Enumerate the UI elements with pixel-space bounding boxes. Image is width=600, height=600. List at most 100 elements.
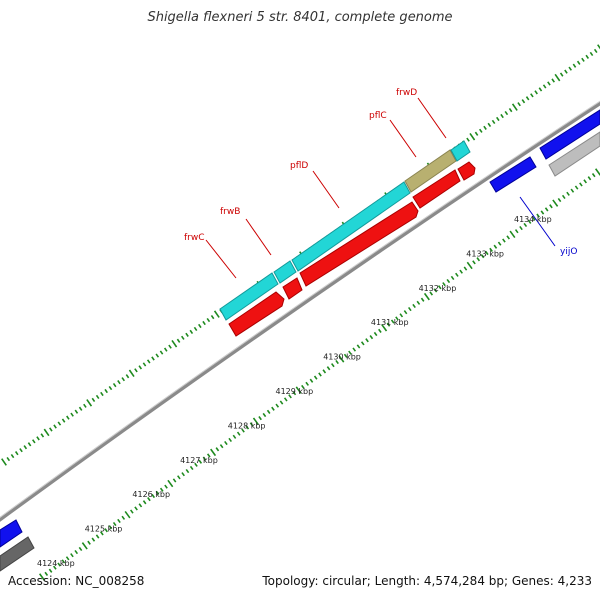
inner-tick [185,468,190,474]
outer-tick [487,122,492,127]
outer-tick [66,415,70,420]
inner-tick [519,225,523,231]
genome-summary-text: Topology: circular; Length: 4,574,284 bp… [262,574,592,588]
inner-tick [523,222,528,228]
inner-tick [301,384,305,390]
inner-tick [219,444,224,449]
inner-tick [241,428,245,433]
inner-tick [249,422,254,427]
inner-tick [194,462,198,467]
inner-tick [74,549,79,555]
blue-feature-yijO[interactable] [489,156,537,193]
map-title: Shigella flexneri 5 str. 8401, complete … [147,10,453,25]
blue-feature-right-top[interactable] [539,109,600,160]
red-feature-5[interactable] [457,161,476,181]
scale-label: 4126 kbp [132,490,170,499]
inner-tick [540,210,545,215]
scale-label: 4134 kbp [514,215,552,224]
darkgrey-feature-left[interactable] [0,536,35,572]
outer-tick [572,63,577,68]
inner-tick [78,546,83,552]
inner-tick [70,553,74,558]
inner-tick [167,479,174,488]
outer-tick [576,60,581,65]
gene-pflC-bar[interactable] [404,149,457,193]
inner-tick [348,350,352,355]
inner-tick [65,556,70,561]
inner-tick [202,456,207,461]
outer-tick [168,344,172,349]
inner-tick [283,397,288,402]
outer-tick [128,369,135,378]
outer-tick [163,347,168,352]
outer-tick [525,96,530,101]
inner-tick [356,344,361,349]
outer-tick [1,458,7,466]
gene-pflD-bar[interactable] [291,181,411,272]
gene-label-pflC: pflC [369,111,417,158]
gene-label-frwD: frwD [396,88,447,139]
red-feature-1[interactable] [228,291,285,337]
inner-tick [583,179,587,184]
outer-tick [134,368,138,373]
svg-text:pflC: pflC [369,111,387,121]
red-feature-4[interactable] [412,169,461,209]
inner-tick [151,493,156,499]
outer-tick [125,374,130,379]
red-feature-2[interactable] [282,277,303,300]
inner-tick [412,303,416,309]
inner-tick [544,207,549,212]
grey-feature-right[interactable] [548,131,600,177]
inner-tick [437,285,442,290]
inner-tick [142,500,147,505]
inner-tick [258,416,262,421]
outer-tick [121,377,125,382]
inner-tick [476,257,481,262]
outer-tick [104,388,108,394]
red-feature-3[interactable] [299,201,419,287]
outer-tick [206,317,211,323]
inner-tick [91,537,96,542]
inner-tick [489,247,493,252]
inner-tick [159,487,164,492]
outer-tick [568,66,572,71]
outer-tick [155,353,160,358]
scale-label: 4133 kbp [466,249,504,258]
inner-tick [420,297,425,302]
inner-tick [450,275,455,281]
outer-tick [14,451,19,456]
gene-frwD-bar[interactable] [450,140,471,162]
inner-tick [44,571,49,576]
inner-tick [561,194,566,200]
inner-tick [497,241,502,246]
inner-tick [506,235,511,240]
outer-tick [551,78,555,83]
outer-tick [469,132,476,141]
inner-tick [369,335,374,340]
inner-tick [288,394,292,399]
gene-frwB-bar[interactable] [273,260,297,284]
scale-label: 4129 kbp [276,387,314,396]
inner-tick [121,515,126,520]
accession-text: Accession: NC_008258 [8,574,145,588]
outer-tick [70,412,74,417]
outer-tick [146,359,151,364]
inner-tick [318,372,322,377]
inner-tick [399,313,404,318]
scale-label: 4128 kbp [228,421,266,430]
outer-tick [491,119,496,125]
outer-tick [159,350,164,355]
inner-tick [279,400,284,405]
inner-tick [117,518,121,524]
outer-tick [185,332,189,337]
blue-feature-left[interactable] [0,519,23,548]
inner-tick [172,478,177,483]
outer-tick [176,338,181,343]
inner-tick [104,528,108,533]
inner-tick [360,341,365,346]
gene-frwC-bar[interactable] [219,272,279,321]
outer-tick [95,394,100,400]
outer-tick [27,442,32,447]
inner-tick [271,406,275,411]
